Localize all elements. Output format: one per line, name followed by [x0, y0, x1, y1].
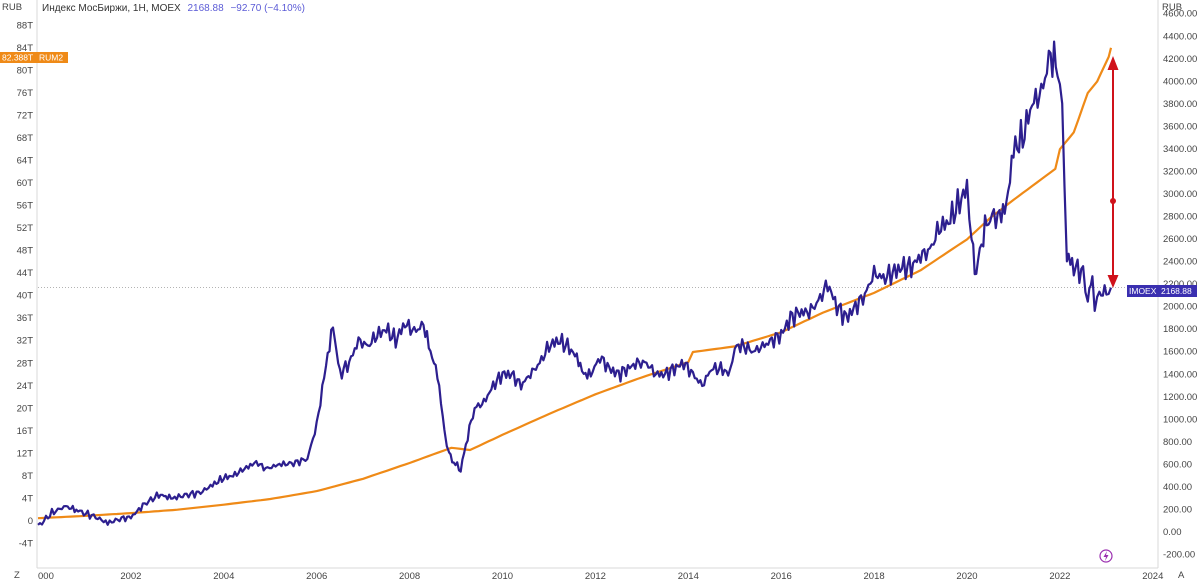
- rum2-series-line: [37, 47, 1113, 520]
- left-axis-tick-label: 8T: [22, 471, 33, 482]
- left-axis-tick-label: 24T: [17, 381, 34, 392]
- x-axis-tick-label: 2010: [492, 571, 513, 582]
- rum2-badge: 82.388T RUM2: [0, 52, 68, 63]
- right-axis-tick-label: -200.00: [1163, 550, 1195, 561]
- x-axis-tick-label: 2006: [306, 571, 327, 582]
- x-axis-ticks: 000 2002 2004 2006 2008 2010 2012 2014 2016 2018 2…: [38, 571, 1163, 582]
- bottom-left-label: Z: [14, 570, 20, 581]
- right-axis-tick-label: 400.00: [1163, 482, 1192, 493]
- right-axis-tick-label: 3600.00: [1163, 121, 1197, 132]
- left-axis-tick-label: 28T: [17, 358, 34, 369]
- bottom-right-label: A: [1178, 570, 1185, 581]
- left-axis-tick-label: 88T: [17, 20, 34, 31]
- right-axis-unit: RUB: [1162, 2, 1182, 13]
- x-axis-tick-label: 2016: [771, 571, 792, 582]
- right-axis-tick-label: 2200.00: [1163, 279, 1197, 290]
- moex-badge-bg: [1127, 285, 1197, 297]
- right-axis-ticks: -200.00 0.00 200.00 400.00 600.00 800.00 1000.…: [1163, 9, 1197, 561]
- gap-arrow-midpoint: [1110, 198, 1116, 204]
- rum2-badge-name: RUM2: [39, 53, 63, 63]
- moex-badge-value: 2168.88: [1161, 286, 1192, 296]
- x-axis-tick-label: 2022: [1049, 571, 1070, 582]
- right-axis-tick-label: 1200.00: [1163, 392, 1197, 403]
- x-axis-tick-label: 2008: [399, 571, 420, 582]
- left-axis-tick-label: 52T: [17, 223, 34, 234]
- moex-series-line: [37, 40, 1113, 526]
- rum2-badge-value: 82.388T: [2, 53, 33, 63]
- gap-arrow-head-top: [1107, 56, 1119, 70]
- x-axis-tick-label: 2014: [678, 571, 699, 582]
- right-axis-tick-label: 4200.00: [1163, 54, 1197, 65]
- moex-badge-name: IMOEX: [1129, 286, 1157, 296]
- right-axis-tick-label: 1000.00: [1163, 414, 1197, 425]
- gap-arrow-head-bottom: [1107, 275, 1119, 288]
- left-axis-tick-label: 48T: [17, 246, 34, 257]
- right-axis-tick-label: 3800.00: [1163, 99, 1197, 110]
- right-axis-tick-label: 3200.00: [1163, 166, 1197, 177]
- left-axis-unit: RUB: [2, 2, 22, 13]
- left-axis-tick-label: 60T: [17, 178, 34, 189]
- left-axis-tick-label: 84T: [17, 43, 34, 54]
- right-axis-tick-label: 1600.00: [1163, 347, 1197, 358]
- right-axis-tick-label: 2400.00: [1163, 257, 1197, 268]
- left-axis-tick-label: 56T: [17, 201, 34, 212]
- x-axis-tick-label: 2002: [120, 571, 141, 582]
- left-axis-tick-label: 0: [28, 516, 33, 527]
- left-axis-tick-label: 72T: [17, 110, 34, 121]
- right-axis-tick-label: 4400.00: [1163, 31, 1197, 42]
- right-axis-tick-label: 0.00: [1163, 527, 1182, 538]
- right-axis-tick-label: 600.00: [1163, 459, 1192, 470]
- legend-last-value: 2168.88: [187, 3, 224, 14]
- legend-title: Индекс МосБиржи, 1Н, MOEX: [42, 3, 181, 14]
- right-axis-tick-label: 1800.00: [1163, 324, 1197, 335]
- left-axis-tick-label: 16T: [17, 426, 34, 437]
- left-axis-tick-label: 40T: [17, 291, 34, 302]
- right-axis-tick-label: 2000.00: [1163, 302, 1197, 313]
- left-axis-tick-label: 64T: [17, 155, 34, 166]
- right-axis-tick-label: 1400.00: [1163, 369, 1197, 380]
- left-axis-tick-label: 32T: [17, 336, 34, 347]
- moex-badge: IMOEX 2168.88: [1127, 285, 1197, 297]
- x-axis-tick-label: 2012: [585, 571, 606, 582]
- x-axis-tick-label: 2020: [956, 571, 977, 582]
- left-axis-tick-label: 12T: [17, 448, 34, 459]
- left-axis-tick-label: 4T: [22, 493, 33, 504]
- x-axis-tick-label: 2018: [864, 571, 885, 582]
- right-axis-tick-label: 4000.00: [1163, 76, 1197, 87]
- gap-arrow: [1107, 56, 1119, 288]
- right-axis-tick-label: 200.00: [1163, 504, 1192, 515]
- left-axis-tick-label: 80T: [17, 65, 34, 76]
- left-axis-ticks: -4T 0 4T 8T 12T 16T 20T 24T 28T 32T 36T 40T 44T 48T 52…: [17, 20, 34, 549]
- left-axis-tick-label: 36T: [17, 313, 34, 324]
- left-axis-tick-label: 68T: [17, 133, 34, 144]
- right-axis-tick-label: 2600.00: [1163, 234, 1197, 245]
- chart-legend: Индекс МосБиржи, 1Н, MOEX 2168.88 −92.70…: [42, 3, 309, 14]
- right-axis-tick-label: 4600.00: [1163, 9, 1197, 20]
- x-axis-tick-label: 000: [38, 571, 54, 582]
- bolt-icon[interactable]: [1099, 549, 1113, 563]
- rum2-badge-bg: [0, 52, 68, 63]
- left-axis-tick-label: 76T: [17, 88, 34, 99]
- right-axis-tick-label: 2800.00: [1163, 212, 1197, 223]
- right-axis-tick-label: 800.00: [1163, 437, 1192, 448]
- left-axis-tick-label: -4T: [19, 539, 33, 550]
- legend-change: −92.70 (−4.10%): [230, 3, 305, 14]
- right-axis-tick-label: 3000.00: [1163, 189, 1197, 200]
- x-axis-tick-label: 2024: [1142, 571, 1163, 582]
- right-axis-tick-label: 3400.00: [1163, 144, 1197, 155]
- left-axis-tick-label: 20T: [17, 403, 34, 414]
- left-axis-tick-label: 44T: [17, 268, 34, 279]
- x-axis-tick-label: 2004: [213, 571, 234, 582]
